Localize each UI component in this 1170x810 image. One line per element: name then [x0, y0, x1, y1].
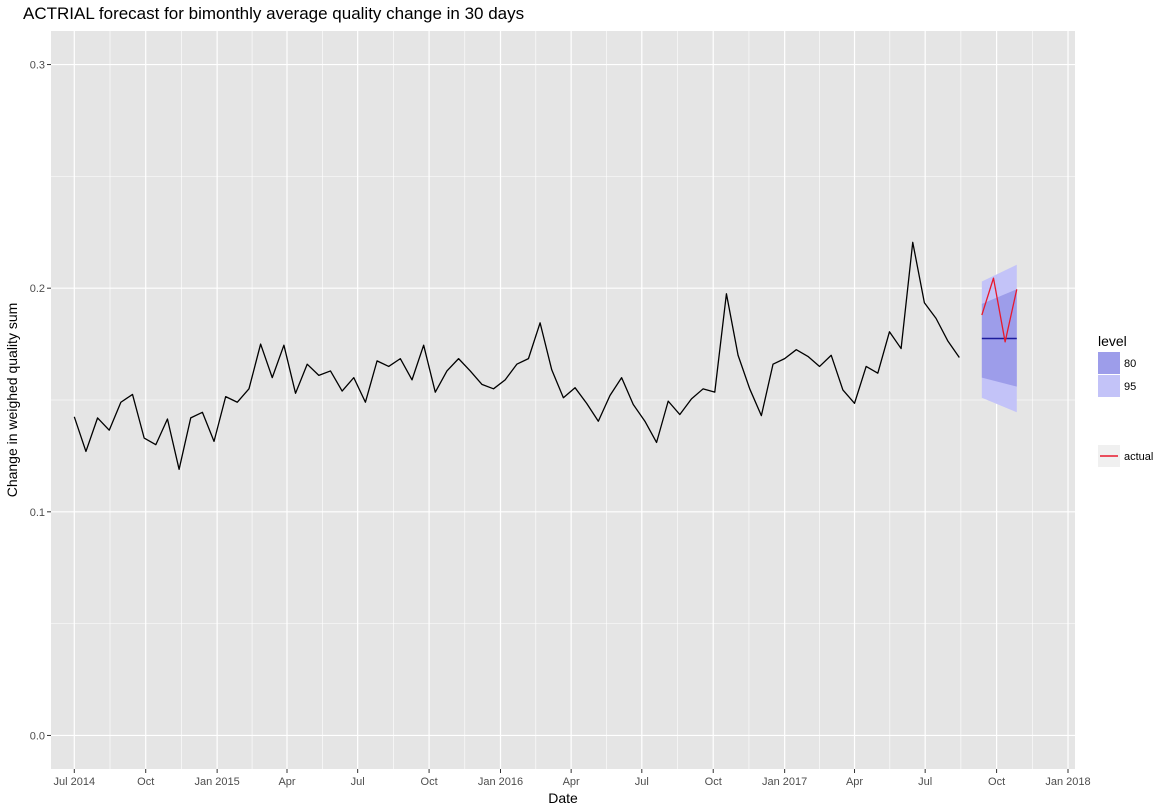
y-tick-label: 0.1 — [30, 507, 45, 519]
x-tick-label: Jan 2018 — [1045, 776, 1090, 788]
x-tick-label: Oct — [988, 776, 1005, 788]
x-tick-label: Jul — [918, 776, 932, 788]
y-axis-title: Change in weighed quality sum — [4, 303, 20, 498]
x-tick-label: Jan 2015 — [195, 776, 240, 788]
x-axis-title: Date — [548, 790, 578, 806]
chart-title: ACTRIAL forecast for bimonthly average q… — [23, 4, 524, 23]
x-tick-label: Jan 2016 — [478, 776, 523, 788]
legend-title: level — [1098, 333, 1127, 349]
x-tick-label: Jan 2017 — [762, 776, 807, 788]
legend-key-95 — [1098, 375, 1120, 397]
x-tick-label: Jul — [351, 776, 365, 788]
x-tick-label: Jul 2014 — [53, 776, 95, 788]
x-tick-label: Apr — [563, 776, 580, 788]
x-tick-label: Oct — [421, 776, 438, 788]
y-tick-label: 0.3 — [30, 60, 45, 72]
x-tick-label: Oct — [137, 776, 154, 788]
history-series-line — [73, 241, 960, 470]
y-axis: 0.0 0.1 0.2 0.3 — [30, 60, 51, 742]
y-tick-label: 0.2 — [30, 283, 45, 295]
legend-label-actual: actual — [1124, 451, 1153, 463]
legend: level 80 95 actual — [1098, 333, 1153, 467]
y-tick-label: 0.0 — [30, 730, 45, 742]
x-axis: Jul 2014 Oct Jan 2015 Apr Jul Oct Jan 2016 Apr J… — [53, 769, 1091, 788]
x-tick-label: Apr — [278, 776, 295, 788]
grid-lines — [51, 31, 1075, 769]
legend-label-95: 95 — [1124, 381, 1136, 393]
series-lines — [73, 241, 1018, 470]
x-tick-label: Apr — [846, 776, 863, 788]
actual-series-line — [981, 277, 1018, 343]
x-tick-label: Jul — [635, 776, 649, 788]
legend-label-80: 80 — [1124, 358, 1136, 370]
legend-key-80 — [1098, 352, 1120, 374]
x-tick-label: Oct — [705, 776, 722, 788]
